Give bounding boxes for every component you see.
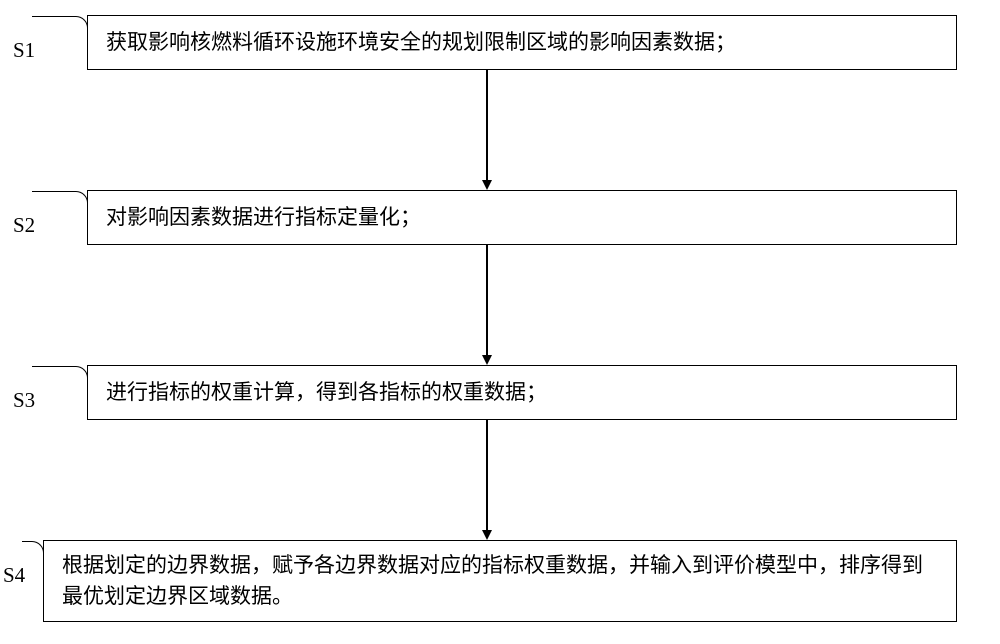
arrow-head-s2-s3 — [482, 355, 492, 365]
connector-s2 — [32, 191, 88, 211]
arrow-s1-s2 — [486, 70, 488, 182]
arrow-head-s3-s4 — [482, 530, 492, 540]
flowchart-container: S1 获取影响核燃料循环设施环境安全的规划限制区域的影响因素数据； S2 对影响… — [0, 0, 1000, 644]
step-label-s1: S1 — [13, 38, 35, 63]
step-box-s3: 进行指标的权重计算，得到各指标的权重数据； — [87, 365, 957, 420]
connector-s1 — [32, 16, 88, 36]
step-text-s1: 获取影响核燃料循环设施环境安全的规划限制区域的影响因素数据； — [106, 27, 736, 59]
step-label-s2: S2 — [13, 213, 35, 238]
connector-s3 — [32, 366, 88, 386]
step-text-s3: 进行指标的权重计算，得到各指标的权重数据； — [106, 377, 547, 409]
step-text-s4: 根据划定的边界数据，赋予各边界数据对应的指标权重数据，并输入到评价模型中，排序得… — [62, 550, 938, 613]
step-box-s4: 根据划定的边界数据，赋予各边界数据对应的指标权重数据，并输入到评价模型中，排序得… — [43, 540, 957, 622]
arrow-s2-s3 — [486, 245, 488, 357]
step-box-s2: 对影响因素数据进行指标定量化； — [87, 190, 957, 245]
step-label-s4: S4 — [3, 563, 25, 588]
step-label-s3: S3 — [13, 388, 35, 413]
step-box-s1: 获取影响核燃料循环设施环境安全的规划限制区域的影响因素数据； — [87, 15, 957, 70]
arrow-head-s1-s2 — [482, 180, 492, 190]
connector-s4 — [22, 541, 44, 561]
step-text-s2: 对影响因素数据进行指标定量化； — [106, 202, 421, 234]
arrow-s3-s4 — [486, 420, 488, 532]
